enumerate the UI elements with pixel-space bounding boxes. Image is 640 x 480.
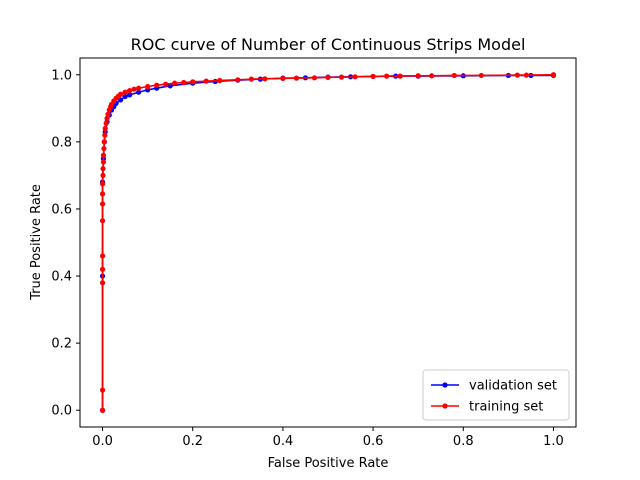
data-point	[181, 79, 187, 86]
chart-title: ROC curve of Number of Continuous Strips…	[131, 35, 526, 54]
data-point	[280, 75, 286, 82]
data-point	[235, 77, 241, 83]
data-point	[325, 74, 331, 81]
legend-swatch-marker	[442, 403, 448, 409]
data-point	[163, 81, 169, 87]
data-point	[99, 191, 106, 197]
data-point	[145, 83, 151, 90]
data-point	[415, 73, 421, 79]
x-axis: 0.0 0.2 0.4 0.6 0.8 1.0	[92, 427, 564, 449]
legend: validation set training set	[422, 369, 570, 421]
data-point	[131, 86, 137, 92]
data-point	[478, 72, 484, 79]
data-point	[99, 201, 106, 207]
data-point	[101, 145, 107, 152]
data-point	[127, 92, 133, 98]
y-tick-label: 0.0	[51, 404, 72, 419]
data-point	[102, 125, 108, 132]
data-point	[384, 73, 390, 79]
y-tick-label: 0.4	[51, 270, 72, 285]
legend-item: validation set	[431, 379, 557, 394]
data-point	[352, 74, 358, 80]
data-point	[190, 79, 196, 85]
data-point	[136, 85, 142, 91]
data-point	[293, 75, 300, 81]
data-point	[136, 89, 142, 95]
data-point	[104, 115, 110, 121]
y-tick-label: 0.2	[51, 337, 72, 352]
legend-item: training set	[431, 400, 543, 415]
series-training-set	[99, 72, 557, 413]
data-point	[99, 407, 106, 413]
x-tick-label: 1.0	[543, 434, 564, 449]
data-point	[100, 159, 107, 165]
legend-label: validation set	[469, 379, 557, 394]
data-point	[429, 73, 435, 79]
data-point	[248, 76, 254, 82]
data-point	[100, 166, 106, 172]
data-point	[105, 111, 111, 117]
data-point	[103, 120, 109, 127]
data-point	[217, 77, 223, 84]
axes-frame	[79, 57, 577, 428]
x-tick-label: 0.4	[273, 434, 294, 449]
y-tick-label: 0.6	[51, 202, 72, 217]
data-point	[514, 72, 520, 78]
data-point	[99, 253, 106, 259]
data-point	[172, 80, 178, 86]
data-point	[117, 91, 124, 97]
data-point	[127, 87, 133, 94]
legend-box	[422, 369, 570, 421]
x-axis-title: False Positive Rate	[268, 456, 389, 471]
data-point	[122, 93, 128, 100]
data-point	[101, 139, 107, 145]
data-point	[154, 82, 160, 88]
data-point	[102, 132, 108, 138]
data-point	[262, 76, 268, 82]
data-point	[550, 72, 557, 78]
plot-area	[99, 72, 557, 413]
data-point	[100, 172, 106, 179]
y-axis-title: True Positive Rate	[29, 184, 44, 301]
data-point	[99, 218, 106, 224]
legend-label: training set	[469, 400, 543, 415]
data-point	[397, 73, 403, 79]
x-tick-label: 0.0	[92, 434, 113, 449]
x-tick-label: 0.2	[182, 434, 203, 449]
data-point	[99, 387, 106, 393]
data-point	[451, 72, 457, 79]
y-tick-label: 0.8	[51, 135, 72, 150]
data-point	[99, 181, 106, 187]
y-axis: 0.0 0.2 0.4 0.6 0.8 1.0	[51, 68, 80, 419]
data-point	[311, 75, 318, 81]
data-point	[99, 280, 106, 286]
x-tick-label: 0.8	[453, 434, 474, 449]
data-point	[122, 89, 128, 95]
data-point	[523, 72, 530, 78]
data-point	[338, 74, 345, 80]
data-point	[100, 152, 107, 158]
x-tick-label: 0.6	[363, 434, 384, 449]
y-tick-label: 1.0	[51, 68, 72, 83]
data-point	[203, 78, 209, 84]
data-point	[370, 73, 376, 80]
legend-swatch-marker	[442, 382, 448, 388]
data-point	[99, 266, 106, 272]
